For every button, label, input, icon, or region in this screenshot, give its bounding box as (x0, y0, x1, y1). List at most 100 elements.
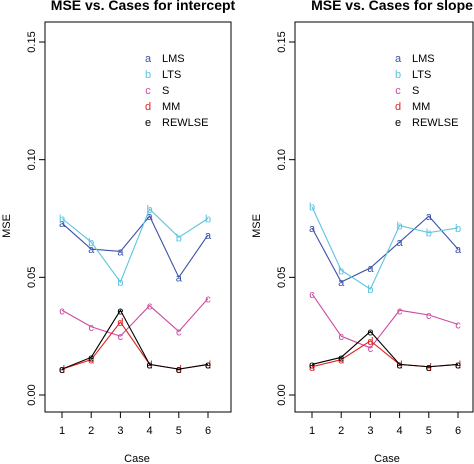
data-point-lts: b (309, 202, 315, 214)
data-point-lts: b (205, 214, 211, 226)
plot-frame (294, 21, 474, 413)
x-tick-label: 6 (455, 425, 461, 437)
legend-label: MM (162, 101, 180, 113)
legend-label: LTS (162, 69, 181, 81)
x-tick-label: 1 (59, 425, 65, 437)
data-point-lms: a (455, 244, 462, 256)
data-point-lts: b (59, 214, 65, 226)
legend-symbol: d (145, 101, 151, 113)
data-point-mm: d (88, 355, 94, 367)
x-tick-label: 3 (117, 425, 123, 437)
y-tick-label: 0.10 (26, 149, 38, 170)
series-line-s (311, 293, 459, 349)
data-point-mm: d (59, 364, 65, 376)
data-point-s: c (338, 331, 344, 343)
data-point-mm: d (426, 362, 432, 374)
data-point-mm: d (397, 359, 403, 371)
legend-symbol: a (395, 53, 402, 65)
series-line-lts (61, 208, 209, 284)
data-point-rewlse: e (176, 364, 182, 376)
legend-symbol: b (145, 69, 151, 81)
series-line-lts (311, 206, 459, 290)
data-point-rewlse: e (426, 362, 432, 374)
data-point-rewlse: e (367, 326, 373, 338)
data-point-s: c (368, 343, 374, 355)
data-point-lms: a (309, 223, 316, 235)
data-point-lts: b (88, 237, 94, 249)
plot-frame (44, 21, 232, 413)
data-point-rewlse: e (309, 359, 315, 371)
series-line-rewlse (311, 330, 459, 368)
data-point-lms: a (88, 244, 95, 256)
data-point-s: c (118, 331, 124, 343)
chart-title: MSE vs. Cases for intercept (51, 0, 236, 13)
data-point-lts: b (367, 284, 373, 296)
series-line-lms (311, 215, 459, 283)
y-tick-label: 0.15 (26, 31, 38, 52)
data-point-mm: d (176, 364, 182, 376)
data-point-s: c (309, 289, 315, 301)
data-point-rewlse: e (88, 352, 94, 364)
legend-symbol: b (395, 69, 401, 81)
series-line-mm (311, 340, 459, 368)
data-point-s: c (88, 322, 94, 334)
data-point-lms: a (397, 237, 404, 249)
data-point-s: c (397, 305, 403, 317)
legend-label: REWLSE (412, 117, 458, 129)
series-line-mm (61, 321, 209, 370)
y-tick-label: 0.00 (276, 384, 288, 405)
data-point-lms: a (205, 230, 212, 242)
y-tick-label: 0.00 (26, 384, 38, 405)
x-axis-label: Case (124, 453, 150, 464)
data-point-lms: a (147, 211, 154, 223)
data-point-s: c (147, 301, 153, 313)
legend-symbol: c (145, 85, 151, 97)
x-axis-label: Case (374, 453, 400, 464)
data-point-mm: d (147, 359, 153, 371)
x-tick-label: 5 (426, 425, 432, 437)
legend-label: S (412, 85, 419, 97)
data-point-lms: a (367, 263, 374, 275)
data-point-lms: a (176, 272, 183, 284)
data-point-lts: b (397, 221, 403, 233)
data-point-rewlse: e (147, 359, 153, 371)
data-point-lts: b (147, 204, 153, 216)
y-tick-label: 0.05 (276, 267, 288, 288)
data-point-lts: b (176, 232, 182, 244)
data-point-mm: d (205, 359, 211, 371)
series-line-lms (61, 215, 209, 279)
data-point-s: c (455, 319, 461, 331)
data-point-mm: d (309, 362, 315, 374)
data-point-rewlse: e (205, 359, 211, 371)
data-point-lts: b (426, 228, 432, 240)
y-tick-label: 0.10 (276, 149, 288, 170)
data-point-rewlse: e (338, 352, 344, 364)
y-axis-label: MSE (251, 214, 263, 238)
data-point-s: c (205, 294, 211, 306)
legend-label: LTS (412, 69, 431, 81)
data-point-mm: d (455, 359, 461, 371)
legend-symbol: e (145, 117, 151, 129)
data-point-lms: a (338, 277, 345, 289)
x-tick-label: 2 (338, 425, 344, 437)
x-tick-label: 3 (367, 425, 373, 437)
data-point-lts: b (455, 223, 461, 235)
series-line-s (61, 298, 209, 337)
series-line-rewlse (61, 309, 209, 370)
legend-symbol: c (395, 85, 401, 97)
data-point-mm: d (367, 336, 373, 348)
data-point-rewlse: e (455, 359, 461, 371)
data-point-rewlse: e (397, 359, 403, 371)
legend-label: LMS (162, 53, 185, 65)
legend-symbol: a (145, 53, 152, 65)
data-point-s: c (176, 326, 182, 338)
data-point-rewlse: e (59, 364, 65, 376)
x-tick-label: 1 (309, 425, 315, 437)
data-point-lts: b (338, 265, 344, 277)
data-point-rewlse: e (117, 305, 123, 317)
x-tick-label: 4 (397, 425, 403, 437)
y-tick-label: 0.15 (276, 31, 288, 52)
legend-label: LMS (412, 53, 435, 65)
data-point-s: c (426, 310, 432, 322)
